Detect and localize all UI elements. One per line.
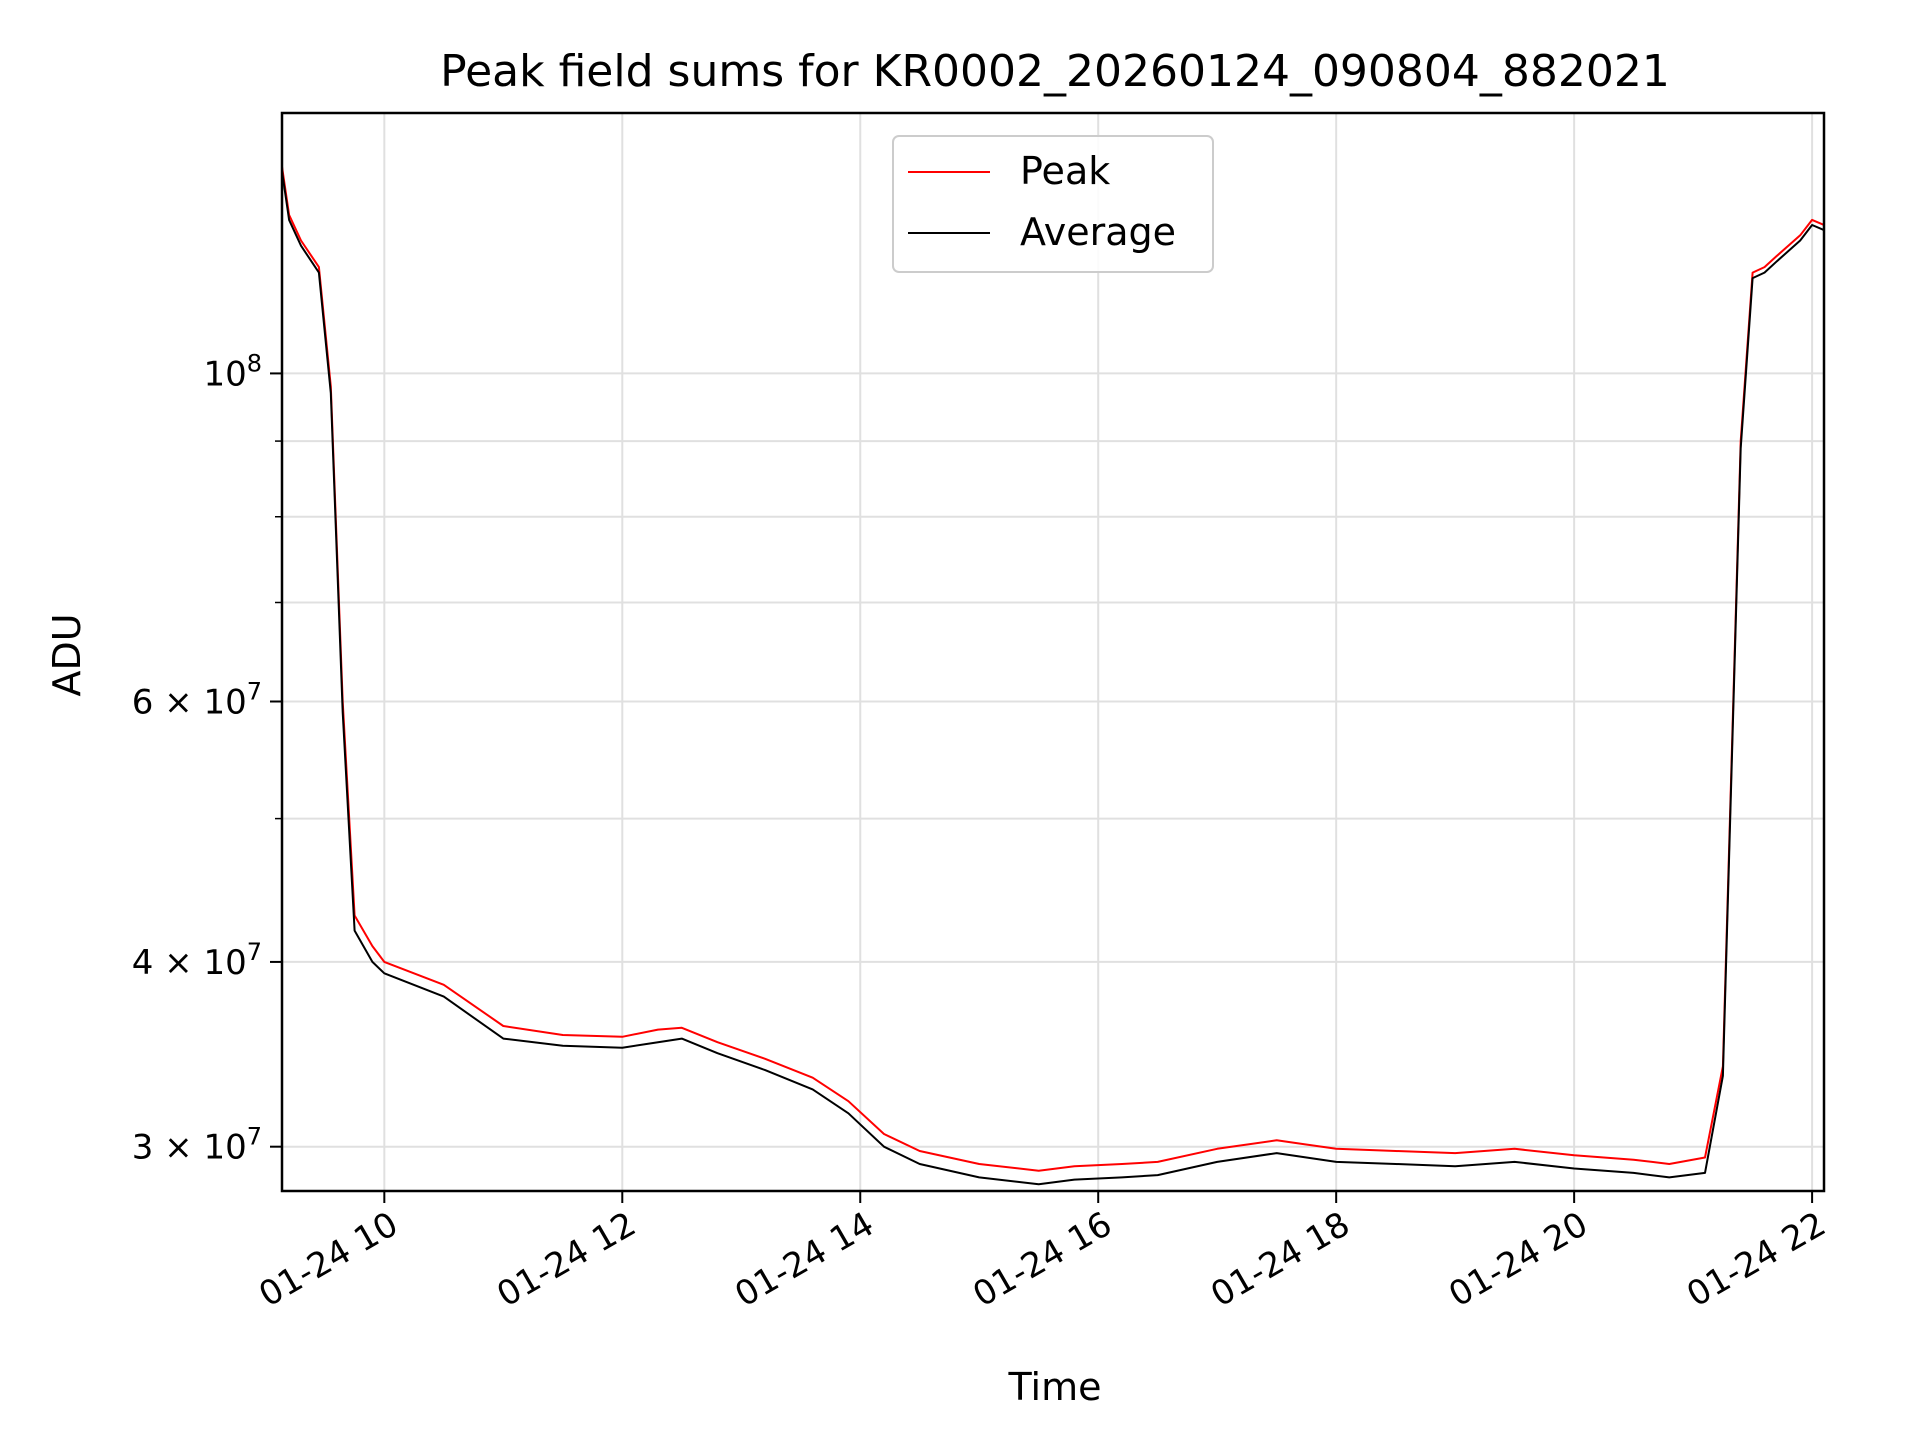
y-axis-label: ADU <box>45 613 89 696</box>
legend-label-peak: Peak <box>1020 149 1110 193</box>
series-line-average <box>282 171 1824 1186</box>
series-line-peak <box>282 166 1824 1172</box>
y-tick-label: 108 <box>203 349 262 394</box>
grid-layer <box>282 113 1824 1191</box>
y-tick-label: 6 × 107 <box>132 678 262 723</box>
chart-title: Peak field sums for KR0002_20260124_0908… <box>440 46 1670 97</box>
series-layer <box>282 166 1824 1186</box>
x-axis-label: Time <box>1008 1365 1102 1409</box>
plot-frame <box>280 111 1826 1193</box>
y-tick-label: 3 × 107 <box>132 1123 262 1168</box>
legend: Peak Average <box>892 135 1214 273</box>
legend-box <box>892 135 1214 273</box>
legend-label-average: Average <box>1020 210 1176 254</box>
y-tick-label: 4 × 107 <box>132 938 262 983</box>
